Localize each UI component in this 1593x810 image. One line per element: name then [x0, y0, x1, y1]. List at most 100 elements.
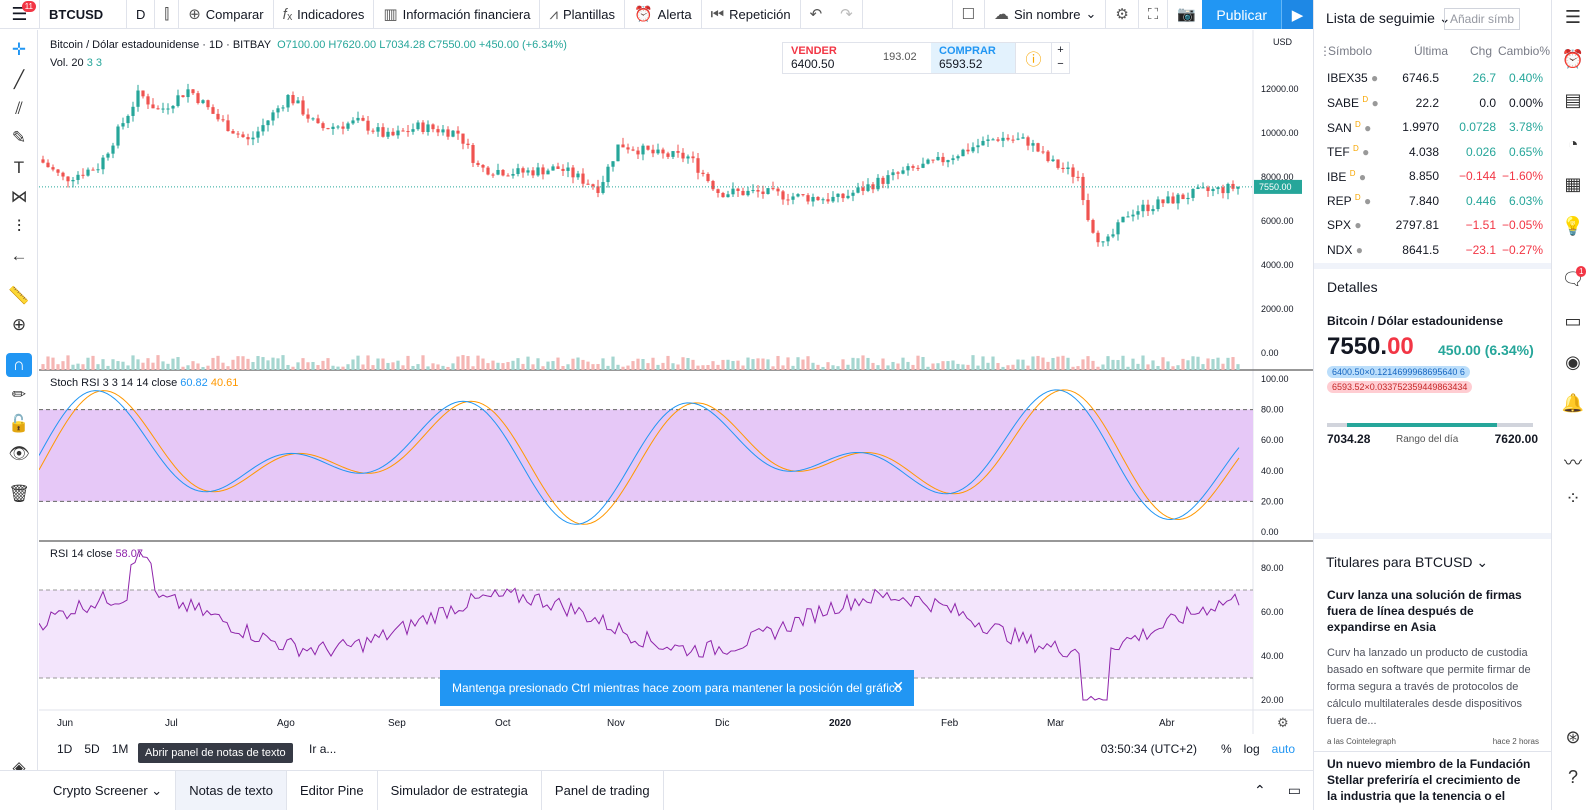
- tab-pine-editor[interactable]: Editor Pine: [287, 770, 378, 810]
- watchlist-row[interactable]: SAN D ● 1.9970 0.0728 3.78%: [1314, 115, 1552, 139]
- layout-name-button[interactable]: ☁ Sin nombre ⌄: [985, 0, 1107, 29]
- add-symbol-button[interactable]: Añadir símb: [1444, 8, 1520, 30]
- chart-type-button[interactable]: ⫿: [155, 0, 180, 29]
- data-window-icon[interactable]: ▤: [1564, 90, 1582, 110]
- back-arrow-icon[interactable]: ←: [10, 246, 28, 265]
- sell-button[interactable]: VENDER 6400.50: [783, 43, 873, 73]
- snapshot-button[interactable]: 📷: [1168, 0, 1206, 29]
- tab-crypto-screener[interactable]: Crypto Screener ⌄: [40, 770, 177, 810]
- trend-line-icon[interactable]: ╱: [13, 70, 25, 89]
- candle-body: [256, 131, 260, 138]
- volume-bar: [516, 358, 520, 370]
- log-scale-button[interactable]: log: [1243, 742, 1260, 756]
- quantity-stepper[interactable]: + −: [1051, 43, 1069, 73]
- redo-button[interactable]: ↷: [831, 0, 863, 29]
- watchlist-title[interactable]: Lista de seguimie ⌄: [1326, 10, 1451, 27]
- templates-button[interactable]: ⩘ Plantillas: [540, 0, 625, 29]
- publish-button[interactable]: Publicar: [1202, 0, 1281, 29]
- buy-button[interactable]: COMPRAR 6593.52: [931, 43, 1015, 73]
- maximize-icon[interactable]: ▭: [1287, 782, 1301, 798]
- goto-button[interactable]: Ir a...: [309, 742, 337, 756]
- percent-scale-button[interactable]: %: [1220, 742, 1232, 756]
- watchlist-row[interactable]: SABE D ● 22.2 0.0 0.00%: [1314, 91, 1552, 115]
- alarm-clock-icon[interactable]: ⏰: [1561, 49, 1585, 69]
- text-icon[interactable]: T: [13, 158, 25, 177]
- brush-icon[interactable]: ✎: [11, 128, 27, 147]
- indicators-button[interactable]: 𝑓ₓ Indicadores: [274, 0, 375, 29]
- col-last[interactable]: Última: [1413, 44, 1448, 58]
- chat-icon[interactable]: 🗨: [1561, 269, 1585, 289]
- tf-1m[interactable]: 1M: [111, 742, 129, 756]
- watchlist-row[interactable]: REP D ● 7.840 0.446 6.03%: [1314, 189, 1552, 213]
- help-icon[interactable]: ?: [1567, 767, 1578, 787]
- lock-drawing-icon[interactable]: ✏: [11, 385, 27, 404]
- tab-text-notes[interactable]: Notas de texto: [176, 770, 288, 810]
- tab-trading-panel[interactable]: Panel de trading: [542, 770, 664, 810]
- calendar-icon[interactable]: ▦: [1564, 174, 1582, 194]
- time-tick-label: Jun: [57, 718, 73, 729]
- candle-body: [1116, 222, 1120, 235]
- collapse-icon[interactable]: ⌃: [1254, 782, 1266, 798]
- replay-button[interactable]: ⏮ Repetición: [702, 0, 801, 29]
- volume-bar: [881, 358, 885, 370]
- streams-icon[interactable]: ◉: [1565, 352, 1581, 372]
- news-header[interactable]: Titulares para BTCUSD ⌄: [1326, 554, 1488, 571]
- col-chg[interactable]: Chg: [1469, 44, 1492, 58]
- watchlist-row[interactable]: TEF D ● 4.038 0.026 0.65%: [1314, 140, 1552, 164]
- prediction-icon[interactable]: ⫶: [16, 217, 22, 236]
- fullscreen-button[interactable]: ⛶: [1139, 0, 1169, 29]
- magnet-icon[interactable]: ∩: [6, 353, 32, 377]
- undo-button[interactable]: ↶: [801, 0, 832, 29]
- volume-bar: [606, 365, 610, 370]
- fx-icon: 𝑓ₓ: [282, 5, 293, 23]
- watchlist-icon[interactable]: ☰: [1564, 7, 1582, 27]
- watchlist-row[interactable]: NDX ● 8641.5 −23.1 −0.27%: [1314, 238, 1552, 262]
- bell-icon[interactable]: 🔔: [1561, 393, 1585, 413]
- tab-strategy-tester[interactable]: Simulador de estrategia: [378, 770, 542, 810]
- plus-icon[interactable]: +: [1057, 44, 1064, 56]
- col-symbol[interactable]: Símbolo: [1328, 44, 1373, 58]
- cloud-icon: ☁: [993, 6, 1009, 23]
- auto-scale-button[interactable]: auto: [1271, 742, 1295, 756]
- tf-1d[interactable]: 1D: [57, 742, 73, 756]
- unlock-icon[interactable]: 🔓: [8, 414, 30, 433]
- candle-body: [1001, 137, 1005, 141]
- close-icon[interactable]: ✕: [892, 678, 904, 694]
- minus-icon[interactable]: −: [1057, 58, 1064, 70]
- pitchfork-icon[interactable]: ⫽: [15, 99, 23, 118]
- compare-button[interactable]: ⊕ Comparar: [179, 0, 274, 29]
- eye-icon[interactable]: 👁: [8, 444, 30, 463]
- financials-button[interactable]: ▥ Información financiera: [374, 0, 541, 29]
- trash-icon[interactable]: 🗑: [8, 484, 30, 503]
- chart-canvas[interactable]: 12000.00 10000.00 8000.00 6000.00 4000.00 200…: [39, 30, 1313, 736]
- hotlist-icon[interactable]: ◔: [1567, 134, 1579, 154]
- chart-area[interactable]: 12000.00 10000.00 8000.00 6000.00 4000.00 200…: [39, 30, 1313, 763]
- watchlist-row[interactable]: IBE D ● 8.850 −0.144 −1.60%: [1314, 164, 1552, 188]
- crosshair-icon[interactable]: ✛: [11, 40, 27, 59]
- ideas-icon[interactable]: 💡: [1561, 216, 1585, 236]
- ruler-icon[interactable]: 📏: [8, 286, 30, 305]
- alert-button[interactable]: ⏰ Alerta: [625, 0, 702, 29]
- info-icon[interactable]: ⓘ: [1015, 43, 1051, 73]
- fullscreen-layout-button[interactable]: ☐: [951, 0, 985, 29]
- coin-icon[interactable]: ⊛: [1565, 727, 1581, 747]
- pulse-icon[interactable]: 〰: [1564, 453, 1582, 473]
- fullscreen-icon: ⛶: [1147, 5, 1159, 23]
- watchlist-row[interactable]: IBEX35 ● 6746.5 26.7 0.40%: [1314, 66, 1552, 90]
- news-title-1[interactable]: Curv lanza una solución de firmas fuera …: [1327, 588, 1522, 634]
- tf-5d[interactable]: 5D: [84, 742, 100, 756]
- zoom-in-icon[interactable]: ⊕: [11, 315, 27, 334]
- watchlist-row[interactable]: SPX ● 2797.81 −1.51 −0.05%: [1314, 213, 1552, 237]
- candle-body: [1171, 196, 1175, 204]
- col-pct[interactable]: Cambio%: [1497, 44, 1550, 58]
- symbol-search[interactable]: BTCUSD: [40, 0, 127, 29]
- interval-button[interactable]: D: [127, 0, 156, 29]
- news-title-2[interactable]: Un nuevo miembro de la Fundación Stellar…: [1327, 757, 1531, 803]
- stoch-tick-label: 0.00: [1261, 527, 1279, 537]
- pattern-icon[interactable]: ⋈: [10, 187, 28, 206]
- menu-button[interactable]: ☰ 11: [0, 0, 40, 29]
- settings-button[interactable]: ⚙: [1106, 0, 1139, 29]
- stream-button[interactable]: ▶: [1281, 0, 1313, 29]
- order-panel-icon[interactable]: ⁘: [1565, 488, 1581, 508]
- messages-icon[interactable]: ▭: [1564, 311, 1582, 331]
